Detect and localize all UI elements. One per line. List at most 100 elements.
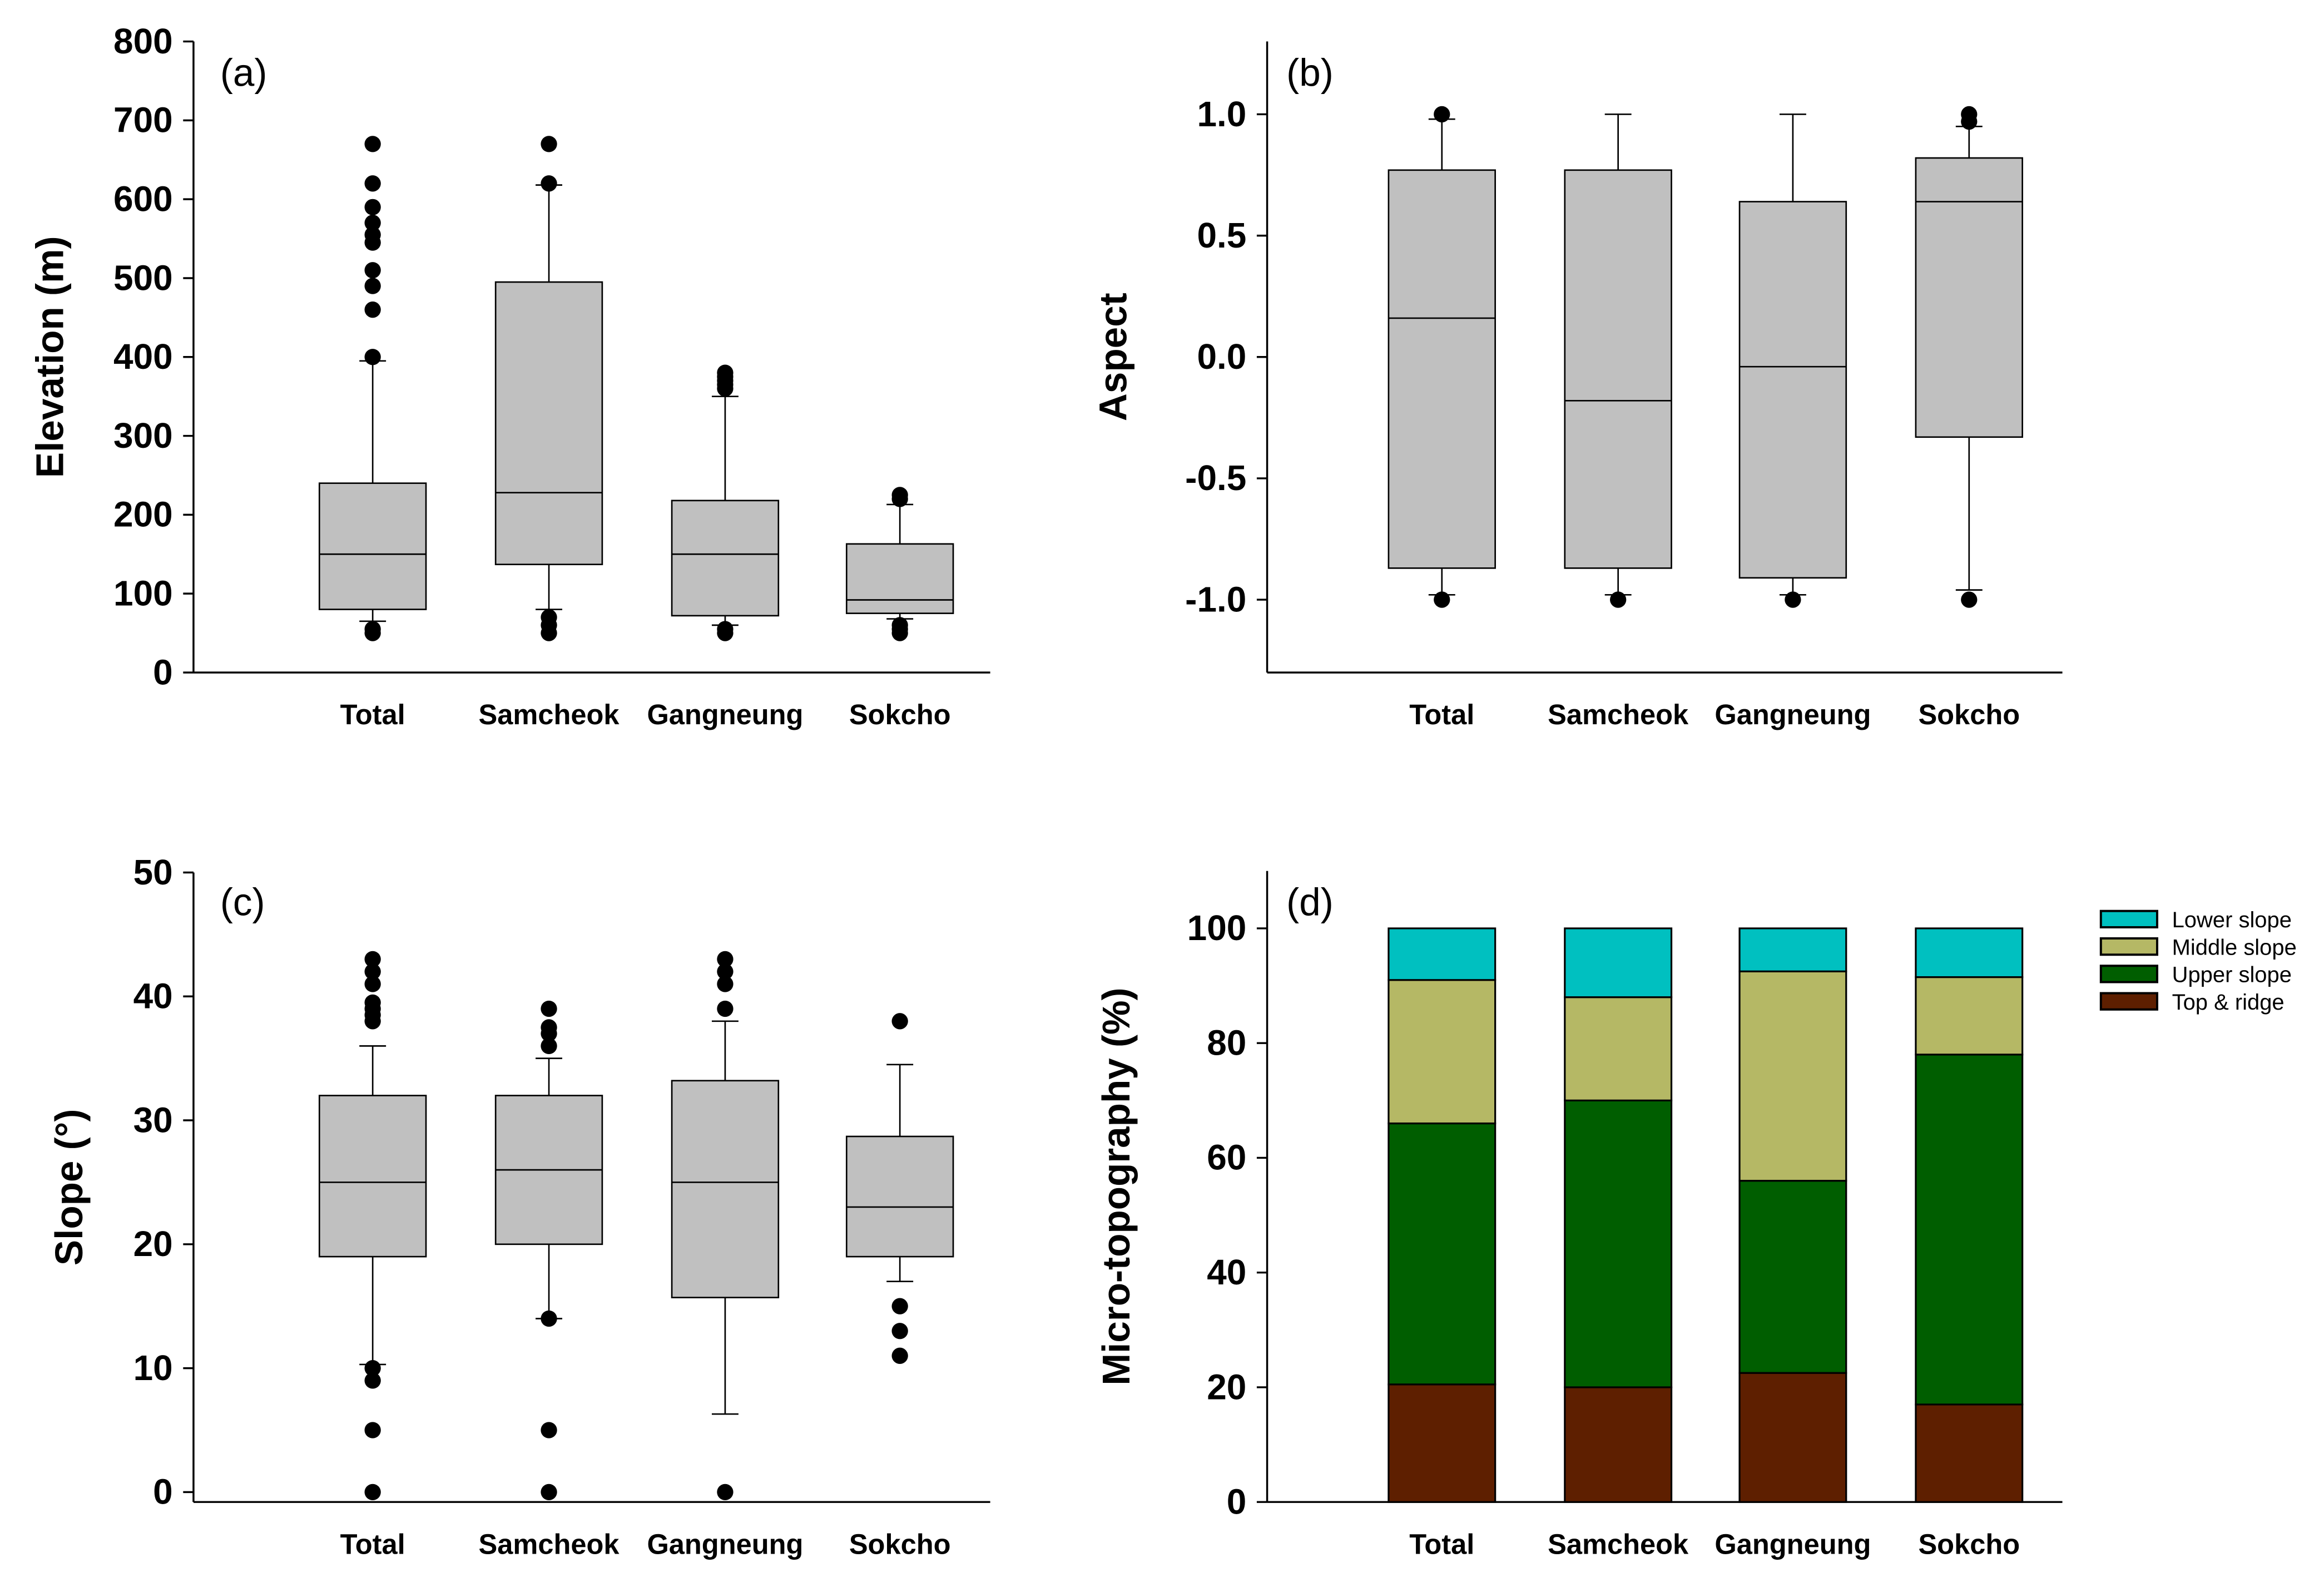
outlier-point — [364, 976, 381, 992]
y-tick-label: 600 — [113, 179, 173, 219]
iqr-box — [671, 500, 780, 617]
outlier-point — [364, 1359, 381, 1377]
bar-total-middle-slope — [1388, 979, 1497, 1125]
outlier-point — [717, 951, 734, 968]
y-tick-label: 0 — [153, 1472, 173, 1512]
y-tick-label: -1.0 — [1185, 579, 1246, 619]
y-axis-label: Micro-topography (%) — [1094, 987, 1138, 1385]
y-axis-label: Aspect — [1092, 293, 1135, 421]
bar-sokcho-middle-slope — [1915, 976, 2024, 1056]
x-tick-label: Gangneung — [1714, 699, 1871, 730]
y-tick-label: 100 — [113, 573, 173, 613]
y-tick-label: 0 — [153, 652, 173, 692]
box-sokcho — [1915, 106, 2023, 608]
outlier-point — [1610, 591, 1627, 608]
x-tick-label: Samcheok — [479, 699, 620, 730]
y-tick-label: 20 — [133, 1224, 173, 1264]
panel-label: (b) — [1286, 51, 1334, 94]
bar-gangneung-middle-slope — [1738, 970, 1847, 1182]
legend-swatch — [2099, 992, 2158, 1011]
outlier-point — [541, 1037, 557, 1055]
iqr-box — [318, 482, 427, 610]
outlier-point — [364, 1484, 381, 1501]
outlier-point — [717, 1000, 734, 1017]
bar-samcheok-middle-slope — [1564, 996, 1673, 1101]
bar-total-lower-slope — [1388, 927, 1497, 981]
y-tick-label: 20 — [1207, 1367, 1246, 1407]
outlier-point — [364, 963, 381, 980]
outlier-point — [717, 621, 734, 637]
bar-sokcho-upper-slope — [1915, 1054, 2024, 1406]
outlier-point — [1961, 591, 1978, 608]
panel-label: (c) — [220, 881, 265, 924]
x-tick-label: Sokcho — [1918, 699, 2020, 730]
bar-gangneung-lower-slope — [1738, 927, 1847, 972]
x-tick-label: Total — [340, 1528, 405, 1560]
x-tick-label: Gangneung — [647, 1528, 803, 1560]
outlier-point — [541, 175, 557, 192]
box-sokcho — [845, 1013, 954, 1364]
legend-swatch — [2099, 965, 2158, 983]
outlier-point — [364, 1422, 381, 1438]
legend-label: Middle slope — [2172, 935, 2297, 960]
outlier-point — [364, 175, 381, 192]
x-tick-label: Samcheok — [1548, 699, 1689, 730]
outlier-point — [364, 199, 381, 215]
y-axis-label: Slope (°) — [47, 1109, 91, 1265]
panel-c: 0 10 20 30 40 50 Total Samcheok Gangneung Sokcho S… — [47, 852, 990, 1560]
bar-samcheok-upper-slope — [1564, 1099, 1673, 1388]
outlier-point — [891, 1298, 908, 1314]
legend-swatch — [2099, 909, 2158, 928]
outlier-point — [364, 301, 381, 318]
iqr-box — [1738, 201, 1847, 579]
outlier-point — [1434, 591, 1450, 608]
iqr-box — [1564, 169, 1672, 569]
outlier-point — [541, 1000, 557, 1017]
outlier-point — [717, 963, 734, 980]
box-gangneung — [671, 951, 780, 1501]
y-tick-label: 40 — [1207, 1252, 1246, 1292]
y-tick-label: 300 — [113, 416, 173, 456]
y-tick-label: -0.5 — [1185, 458, 1246, 498]
y-tick-label: 60 — [1207, 1138, 1246, 1178]
legend: Lower slope Middle slope Upper slope Top & … — [2099, 908, 2297, 1015]
outlier-point — [364, 136, 381, 152]
box-gangneung — [671, 364, 780, 641]
outlier-point — [717, 364, 734, 381]
box-total — [318, 136, 427, 641]
outlier-point — [541, 609, 557, 626]
iqr-box — [494, 281, 603, 566]
bar-gangneung-upper-slope — [1738, 1180, 1847, 1374]
box-samcheok — [1564, 113, 1672, 608]
x-tick-label: Total — [340, 699, 405, 730]
outlier-point — [891, 1323, 908, 1339]
legend-label: Lower slope — [2172, 908, 2292, 932]
y-axis-label: Elevation (m) — [28, 236, 72, 478]
iqr-box — [671, 1080, 780, 1298]
outlier-point — [364, 349, 381, 365]
outlier-point — [891, 487, 908, 503]
iqr-box — [1915, 157, 2023, 438]
outlier-point — [364, 951, 381, 968]
y-tick-label: 400 — [113, 337, 173, 377]
outlier-point — [541, 1484, 557, 1501]
y-tick-label: 0.0 — [1197, 337, 1246, 377]
box-total — [318, 951, 427, 1501]
outlier-point — [541, 136, 557, 152]
iqr-box — [845, 543, 954, 614]
outlier-point — [717, 976, 734, 992]
outlier-point — [364, 278, 381, 294]
panel-d: 0 20 40 60 80 100 Total Samcheok Gangneung Sokcho… — [1094, 871, 2297, 1560]
outlier-point — [364, 262, 381, 279]
y-tick-label: 1.0 — [1197, 94, 1246, 134]
bar-total-top-ridge — [1388, 1383, 1497, 1503]
bar-total-upper-slope — [1388, 1122, 1497, 1386]
panel-b: -1.0 -0.5 0.0 0.5 1.0 Total Samcheok Gangneung S… — [1092, 41, 2063, 730]
y-tick-label: 500 — [113, 258, 173, 298]
y-tick-label: 100 — [1187, 908, 1247, 948]
iqr-box — [318, 1095, 427, 1258]
outlier-point — [364, 994, 381, 1011]
panel-a: 0 100 200 300 400 500 600 700 800 Total Samcheok Ga… — [28, 21, 990, 730]
y-tick-label: 0 — [1227, 1482, 1247, 1522]
